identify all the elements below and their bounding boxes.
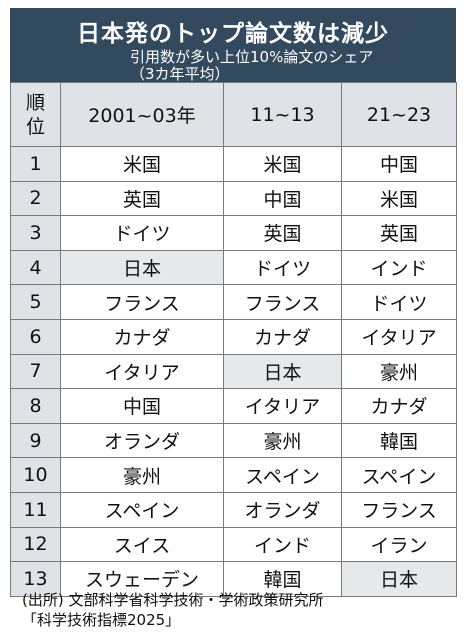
source-line-2: 「科学技術指標2025」: [22, 611, 181, 629]
cell-11-13: 英国: [223, 215, 342, 251]
cell-21-23: インド: [341, 249, 457, 286]
rank-cell: 10: [10, 457, 61, 493]
table-row: 13 スウェーデン 韓国 日本: [10, 561, 457, 597]
cell-2001-03: 英国: [60, 180, 224, 217]
cell-11-13: カナダ: [223, 318, 342, 355]
table-row: 12 スイス インド イラン: [10, 526, 457, 563]
rank-cell: 4: [10, 249, 61, 286]
rank-cell: 2: [10, 180, 61, 217]
column-header-2001-03: 2001~03年: [60, 82, 224, 147]
rank-cell: 11: [10, 491, 61, 528]
period-note: （3カ年平均）: [130, 65, 230, 83]
source-line-1: (出所) 文部科学省科学技術・学術政策研究所: [22, 591, 324, 609]
cell-11-13: 韓国: [223, 561, 342, 597]
rank-cell: 3: [10, 215, 61, 251]
cell-21-23: 日本: [341, 561, 457, 597]
cell-11-13: 中国: [223, 180, 342, 217]
cell-2001-03: フランス: [60, 284, 224, 320]
rank-cell: 7: [10, 353, 61, 390]
table-row: 3 ドイツ 英国 英国: [10, 215, 457, 251]
cell-11-13: 米国: [223, 146, 342, 182]
rank-cell: 8: [10, 388, 61, 424]
rank-cell: 12: [10, 526, 61, 563]
page-title: 日本発のトップ論文数は減少: [77, 21, 389, 47]
cell-2001-03: 中国: [60, 388, 224, 424]
table-row: 8 中国 イタリア カナダ: [10, 388, 457, 424]
cell-21-23: ドイツ: [341, 284, 457, 320]
cell-21-23: 豪州: [341, 353, 457, 390]
table-row: 7 イタリア 日本 豪州: [10, 353, 457, 390]
cell-2001-03: ドイツ: [60, 215, 224, 251]
cell-21-23: イタリア: [341, 318, 457, 355]
cell-2001-03: 日本: [60, 249, 224, 286]
cell-21-23: スペイン: [341, 457, 457, 493]
table-body: 1 米国 米国 中国 2 英国 中国 米国 3 ドイツ 英国 英国 4 日本 ドイツ インド 5 フランス フランス…: [10, 146, 457, 597]
rank-header-char-1: 順: [25, 91, 45, 114]
rank-cell: 5: [10, 284, 61, 320]
cell-21-23: 米国: [341, 180, 457, 217]
cell-11-13: オランダ: [223, 491, 342, 528]
cell-21-23: カナダ: [341, 388, 457, 424]
cell-2001-03: スペイン: [60, 491, 224, 528]
rank-cell: 1: [10, 146, 61, 182]
cell-11-13: 豪州: [223, 422, 342, 459]
table-header-row: 順 位 2001~03年 11~13 21~23: [10, 82, 457, 147]
source-note: (出所) 文部科学省科学技術・学術政策研究所 「科学技術指標2025」: [22, 590, 323, 630]
table-row: 1 米国 米国 中国: [10, 146, 457, 182]
cell-11-13: インド: [223, 526, 342, 563]
cell-21-23: 韓国: [341, 422, 457, 459]
rank-cell: 6: [10, 318, 61, 355]
cell-2001-03: イタリア: [60, 353, 224, 390]
cell-2001-03: 豪州: [60, 457, 224, 493]
cell-2001-03: スイス: [60, 526, 224, 563]
table-row: 5 フランス フランス ドイツ: [10, 284, 457, 320]
rank-header-char-2: 位: [25, 115, 45, 138]
cell-11-13: イタリア: [223, 388, 342, 424]
cell-11-13: フランス: [223, 284, 342, 320]
header-banner: 日本発のトップ論文数は減少 引用数が多い上位10%論文のシェア （3カ年平均）: [10, 8, 456, 83]
cell-2001-03: 米国: [60, 146, 224, 182]
table-row: 9 オランダ 豪州 韓国: [10, 422, 457, 459]
table-row: 10 豪州 スペイン スペイン: [10, 457, 457, 493]
table-row: 11 スペイン オランダ フランス: [10, 491, 457, 528]
column-header-11-13: 11~13: [223, 82, 342, 147]
table-row: 6 カナダ カナダ イタリア: [10, 318, 457, 355]
table-row: 4 日本 ドイツ インド: [10, 249, 457, 286]
cell-11-13: ドイツ: [223, 249, 342, 286]
rank-column-header: 順 位: [10, 82, 61, 147]
cell-21-23: フランス: [341, 491, 457, 528]
page-subtitle: 引用数が多い上位10%論文のシェア: [130, 48, 374, 66]
cell-2001-03: カナダ: [60, 318, 224, 355]
table-row: 2 英国 中国 米国: [10, 180, 457, 217]
cell-21-23: イラン: [341, 526, 457, 563]
cell-21-23: 英国: [341, 215, 457, 251]
cell-11-13: 日本: [223, 353, 342, 390]
ranking-table: 順 位 2001~03年 11~13 21~23 1 米国 米国 中国 2 英国 中国 米国 3…: [10, 82, 457, 597]
rank-cell: 9: [10, 422, 61, 459]
cell-11-13: スペイン: [223, 457, 342, 493]
cell-21-23: 中国: [341, 146, 457, 182]
cell-2001-03: オランダ: [60, 422, 224, 459]
column-header-21-23: 21~23: [341, 82, 457, 147]
